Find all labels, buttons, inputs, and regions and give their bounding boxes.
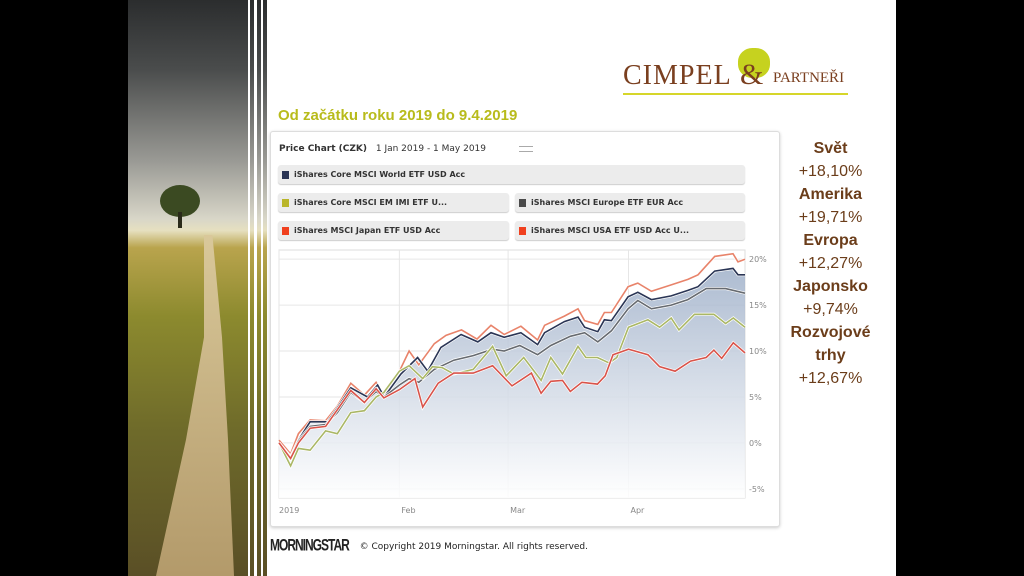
region-return: +19,71% — [798, 209, 863, 226]
series-line — [278, 252, 746, 456]
legend-label: iShares Core MSCI World ETF USD Acc — [294, 170, 466, 179]
logo-sub: PARTNEŘI — [773, 70, 845, 86]
region-name: Rozvojové trhy — [790, 324, 871, 364]
logo-tree-icon — [738, 48, 770, 78]
tree-trunk — [178, 212, 182, 228]
dirt-path — [156, 235, 234, 576]
series-line — [278, 267, 745, 459]
region-name: Amerika — [798, 186, 863, 203]
legend-item[interactable]: iShares MSCI USA ETF USD Acc U... — [515, 221, 745, 240]
swatch-icon — [282, 171, 289, 179]
price-chart[interactable]: 20% 15% 10% 5% 0% -5% 2019 Feb Mar Apr — [271, 132, 781, 528]
y-tick-label: 5% — [749, 393, 762, 402]
slide: Od začátku roku 2019 do 9.4.2019 CIMPEL … — [128, 0, 896, 576]
chart-title: Price Chart (CZK) — [279, 144, 367, 154]
chart-range: 1 Jan 2019 - 1 May 2019 — [375, 144, 487, 154]
menu-icon[interactable] — [519, 146, 533, 152]
legend-item[interactable]: iShares Core MSCI World ETF USD Acc — [278, 165, 745, 184]
legend-label: iShares MSCI Europe ETF EUR Acc — [531, 198, 684, 207]
region-return: +12,27% — [798, 255, 863, 272]
divider-line — [248, 0, 250, 576]
y-tick-label: 10% — [749, 347, 767, 356]
legend-item[interactable]: iShares MSCI Europe ETF EUR Acc — [515, 193, 745, 212]
returns-panel: Svět +18,10% Amerika +19,71% Evropa +12,27% Ja… — [778, 137, 883, 390]
price-chart-card: Price Chart (CZK) 1 Jan 2019 - 1 May 201… — [270, 131, 780, 527]
swatch-icon — [519, 227, 526, 235]
copyright: © Copyright 2019 Morningstar. All rights… — [359, 542, 589, 552]
region-return: +12,67% — [798, 370, 863, 387]
swatch-icon — [519, 199, 526, 207]
logo-main: CIMPEL — [623, 60, 732, 91]
legend-label: iShares MSCI USA ETF USD Acc U... — [531, 226, 690, 235]
y-tick-label: 20% — [749, 255, 767, 264]
y-tick-label: 15% — [749, 301, 767, 310]
tree — [160, 185, 200, 217]
y-tick-label: -5% — [749, 485, 765, 494]
company-logo: CIMPEL & PARTNEŘI — [623, 48, 853, 98]
series-line — [278, 341, 746, 461]
region-name: Evropa — [803, 232, 858, 249]
footer: MORNINGSTAR © Copyright 2019 Morningstar… — [270, 535, 589, 555]
landscape-photo — [128, 0, 270, 576]
series-line — [278, 313, 746, 468]
logo-underline — [623, 93, 848, 95]
logo-amp: & — [740, 58, 765, 91]
x-tick-label: Apr — [631, 506, 646, 515]
legend-label: iShares Core MSCI EM IMI ETF U... — [294, 198, 448, 207]
morningstar-logo: MORNINGSTAR — [270, 535, 350, 555]
region-return: +18,10% — [798, 163, 863, 180]
region-name: Japonsko — [793, 278, 868, 295]
legend-label: iShares MSCI Japan ETF USD Acc — [294, 226, 441, 235]
divider-line — [267, 0, 270, 576]
region-return: +9,74% — [803, 301, 858, 318]
x-tick-label: Feb — [401, 506, 415, 515]
legend-item[interactable]: iShares Core MSCI EM IMI ETF U... — [278, 193, 509, 212]
region-name: Svět — [813, 140, 848, 157]
x-tick-label: 2019 — [279, 506, 299, 515]
chart-header: Price Chart (CZK) 1 Jan 2019 - 1 May 201… — [279, 144, 486, 154]
swatch-icon — [282, 199, 289, 207]
y-tick-label: 0% — [749, 439, 762, 448]
legend-item[interactable]: iShares MSCI Japan ETF USD Acc — [278, 221, 509, 240]
x-tick-label: Mar — [510, 506, 526, 515]
divider-line — [254, 0, 257, 576]
swatch-icon — [282, 227, 289, 235]
slide-title: Od začátku roku 2019 do 9.4.2019 — [278, 107, 518, 124]
divider-line — [261, 0, 263, 576]
